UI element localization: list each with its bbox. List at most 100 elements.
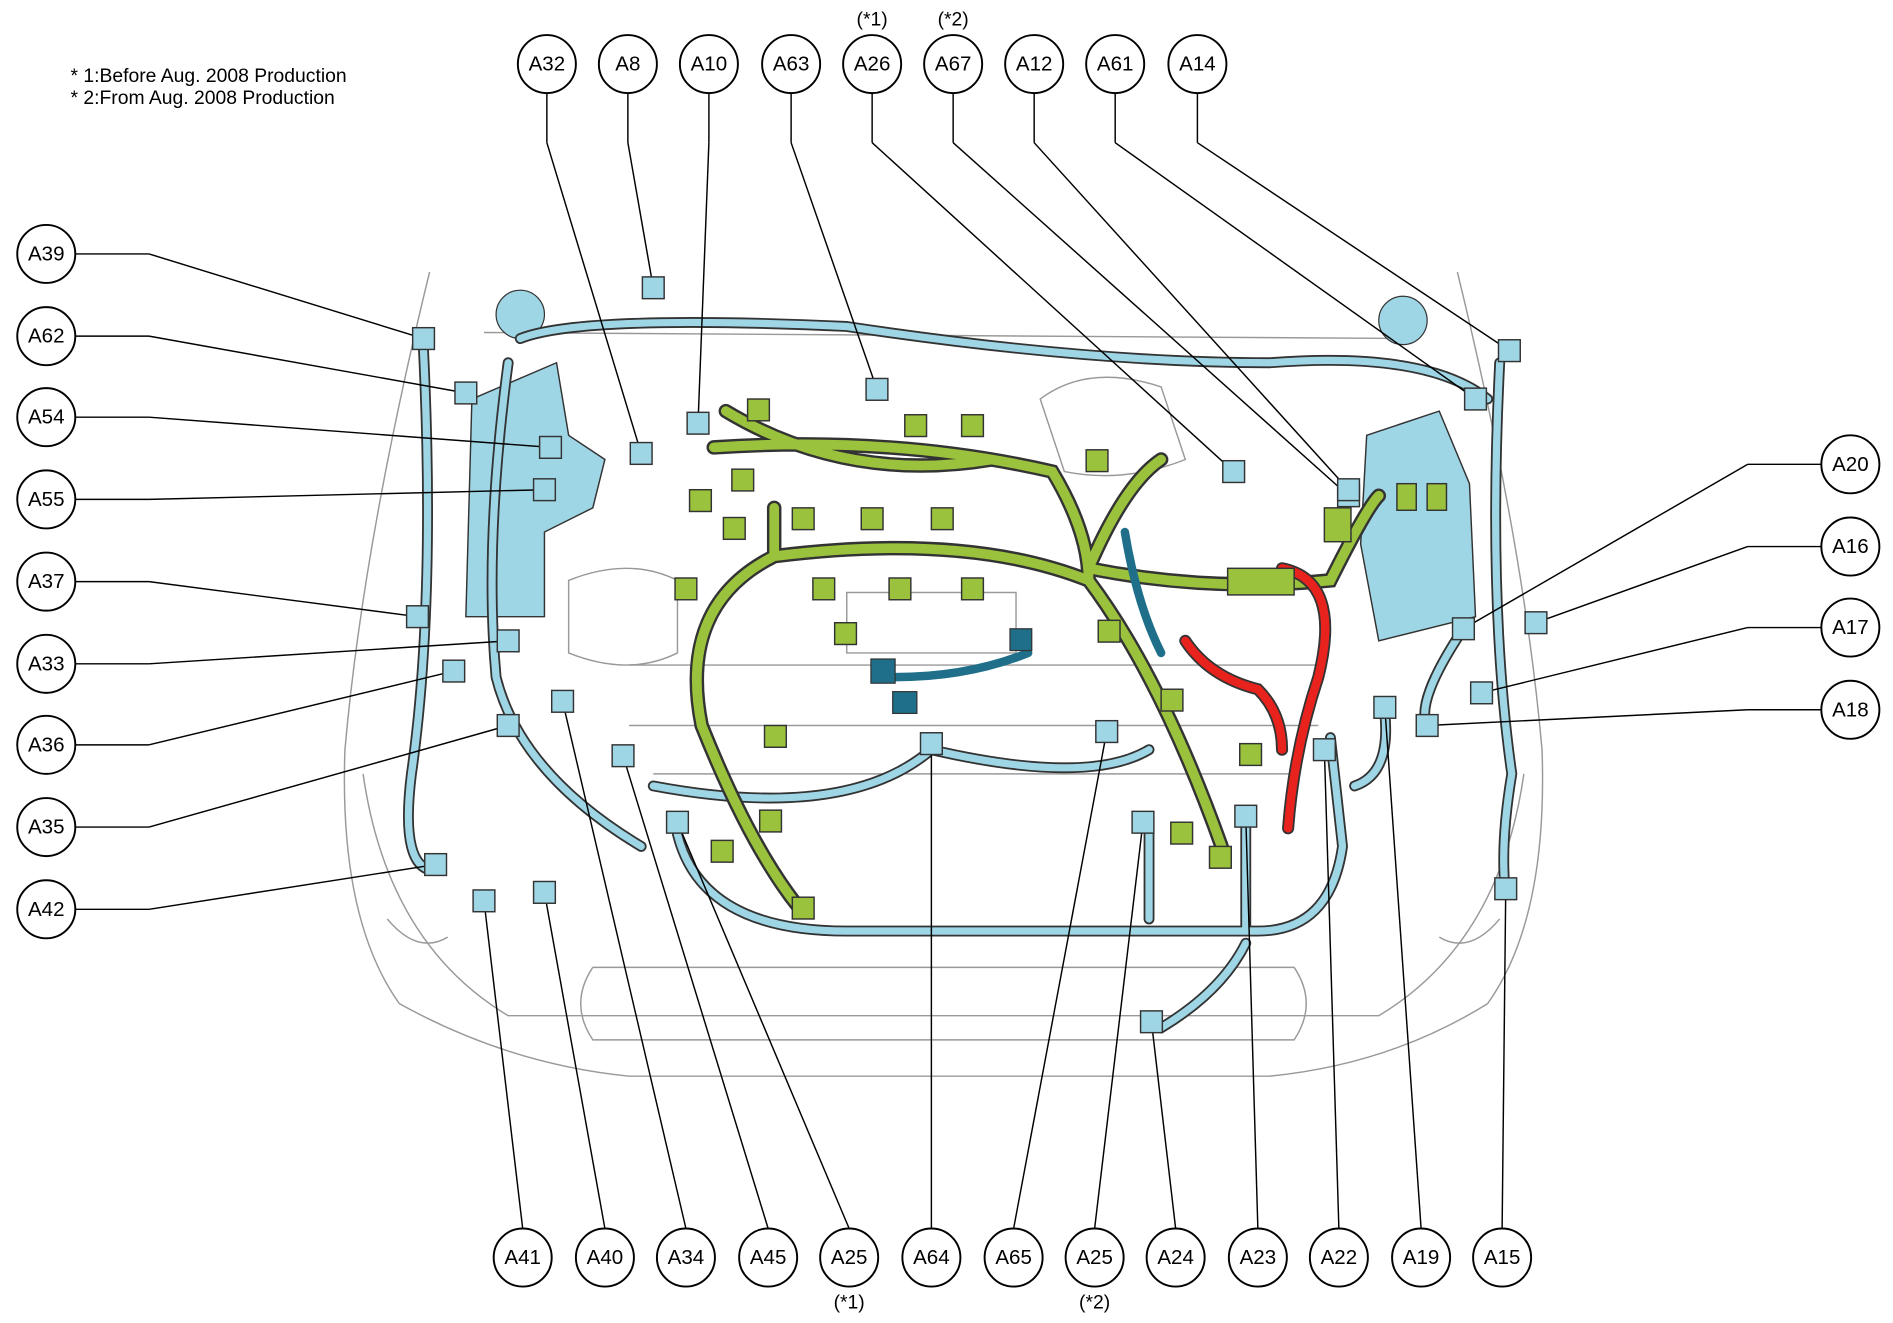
connector <box>1465 388 1487 410</box>
relay-box <box>1361 411 1476 641</box>
footnote: * 1:Before Aug. 2008 Production <box>70 65 346 87</box>
connector <box>630 443 652 465</box>
callout-label: A15 <box>1484 1246 1521 1269</box>
callout-label: A17 <box>1832 616 1869 639</box>
callout-label: A8 <box>615 53 640 76</box>
connector <box>1495 878 1517 900</box>
connector <box>1525 612 1547 634</box>
callout-label: A42 <box>28 898 65 921</box>
connector <box>921 733 943 755</box>
connector <box>1453 618 1475 640</box>
connector <box>1132 811 1154 833</box>
leader <box>1246 816 1258 1228</box>
callout-label: A35 <box>28 816 65 839</box>
callout-label: A65 <box>995 1246 1032 1269</box>
connector <box>687 412 709 434</box>
callout-label: A40 <box>587 1246 624 1269</box>
callout-label: A24 <box>1157 1246 1194 1269</box>
callout-label: A25 <box>1076 1246 1113 1269</box>
leader <box>1463 464 1747 628</box>
leader <box>484 901 523 1229</box>
connector <box>534 881 556 903</box>
connector <box>534 479 556 501</box>
connector <box>1498 340 1520 362</box>
callout-label: A23 <box>1240 1246 1277 1269</box>
leader <box>1427 710 1747 726</box>
leader <box>1034 143 1348 490</box>
connector <box>1141 1011 1163 1033</box>
leader <box>677 822 849 1228</box>
callout-label: A37 <box>28 570 65 593</box>
leader <box>149 865 436 910</box>
callout-label: A16 <box>1832 535 1869 558</box>
connector <box>1374 696 1396 718</box>
connector <box>413 328 435 350</box>
callout-label: A20 <box>1832 453 1869 476</box>
callout-label: A55 <box>28 488 65 511</box>
callout-label: A18 <box>1832 698 1869 721</box>
callout-label: A34 <box>668 1246 705 1269</box>
callout-label: A39 <box>28 242 65 265</box>
callout-label: A61 <box>1097 53 1134 76</box>
connector <box>1313 739 1335 761</box>
connector <box>1223 461 1245 483</box>
connector <box>455 382 477 404</box>
connector <box>540 437 562 459</box>
connector <box>443 660 465 682</box>
connector <box>497 630 519 652</box>
leader <box>1151 1022 1175 1229</box>
callout-label: A54 <box>28 406 65 429</box>
footnote-marker: (*2) <box>1079 1291 1110 1313</box>
callout-label: A12 <box>1016 53 1053 76</box>
connector <box>866 378 888 400</box>
callout-label: A67 <box>935 53 972 76</box>
callout-label: A36 <box>28 733 65 756</box>
leader <box>149 726 508 828</box>
footnote: * 2:From Aug. 2008 Production <box>70 87 334 109</box>
leader <box>563 701 686 1228</box>
connector <box>1338 479 1360 501</box>
callout-label: A45 <box>750 1246 787 1269</box>
footnote-marker: (*2) <box>938 8 969 30</box>
engine-room-diagram: A32 A8 A10 A63 A26 (*1) A67 (*2) A12 A61 A14 A39 A62… <box>0 0 1893 1318</box>
strut-mount <box>1379 296 1427 344</box>
footnote-marker: (*1) <box>834 1291 865 1313</box>
callout-label: A10 <box>691 53 728 76</box>
leader <box>1502 889 1506 1229</box>
leader <box>1014 732 1107 1229</box>
connector <box>642 277 664 299</box>
callout-label: A14 <box>1179 53 1216 76</box>
connector <box>1235 805 1257 827</box>
connector <box>612 745 634 767</box>
callout-label: A33 <box>28 652 65 675</box>
connector <box>1471 682 1493 704</box>
leader <box>791 143 877 390</box>
leader <box>149 582 417 617</box>
connector <box>497 715 519 737</box>
connector <box>552 690 574 712</box>
callout-label: A22 <box>1321 1246 1358 1269</box>
callout-label: A26 <box>854 53 891 76</box>
harness <box>408 322 1511 1027</box>
connector <box>667 811 689 833</box>
leader <box>1095 822 1143 1228</box>
connector <box>407 606 429 628</box>
callout-label: A32 <box>529 53 566 76</box>
callout-label: A62 <box>28 325 65 348</box>
callout-label: A64 <box>913 1246 950 1269</box>
leader <box>953 143 1348 496</box>
connector <box>473 890 495 912</box>
footnote-marker: (*1) <box>857 8 888 30</box>
callouts: A32 A8 A10 A63 A26 (*1) A67 (*2) A12 A61 A14 A39 A62… <box>17 8 1879 1313</box>
connector <box>1416 715 1438 737</box>
callout-label: A41 <box>504 1246 541 1269</box>
leader <box>149 671 454 745</box>
leader <box>1197 143 1509 351</box>
callout-label: A25 <box>831 1246 868 1269</box>
leader <box>1385 707 1421 1228</box>
leader <box>149 254 423 339</box>
callout-label: A19 <box>1403 1246 1440 1269</box>
connector <box>1096 721 1118 743</box>
callout-label: A63 <box>773 53 810 76</box>
leader <box>628 143 653 288</box>
